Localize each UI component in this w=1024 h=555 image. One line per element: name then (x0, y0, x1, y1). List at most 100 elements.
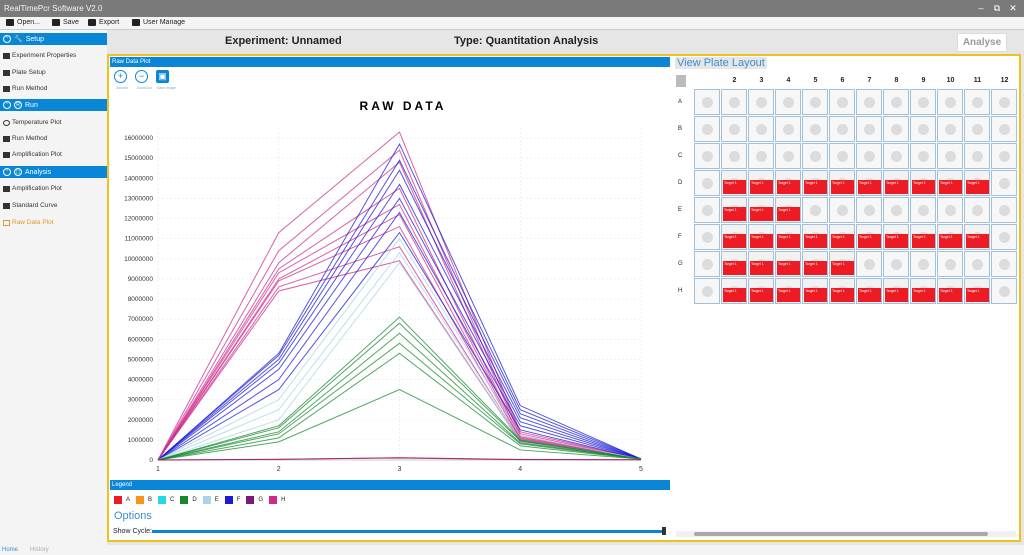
plate-well[interactable] (721, 116, 747, 142)
plate-well[interactable]: Target 1 (775, 170, 801, 196)
plate-well[interactable] (883, 143, 909, 169)
plate-well[interactable]: Target 1 (775, 224, 801, 250)
plate-row-header[interactable]: B (678, 126, 683, 132)
cycle-slider[interactable] (152, 530, 666, 533)
plate-well[interactable] (991, 197, 1017, 223)
plate-well[interactable] (991, 116, 1017, 142)
plate-well[interactable] (721, 143, 747, 169)
plate-well[interactable]: Target 1 (829, 224, 855, 250)
plate-well[interactable] (694, 224, 720, 250)
cycle-slider-thumb[interactable] (662, 527, 666, 535)
plate-well[interactable] (883, 251, 909, 277)
sidebar-item-standard-curve[interactable]: Standard Curve (3, 202, 58, 209)
plate-well[interactable] (991, 278, 1017, 304)
plate-well[interactable]: Target 1 (883, 278, 909, 304)
plate-well[interactable] (991, 224, 1017, 250)
plate-well[interactable] (829, 143, 855, 169)
history-tab[interactable]: History (30, 547, 49, 553)
plate-well[interactable]: Target 1 (802, 224, 828, 250)
plate-well[interactable]: Target 1 (829, 170, 855, 196)
plate-well[interactable]: Target 1 (910, 278, 936, 304)
plate-column-header[interactable]: 8 (894, 77, 899, 84)
sidebar-item-plate-setup[interactable]: Plate Setup (3, 69, 46, 76)
zoom-in-button[interactable]: + (114, 70, 127, 83)
plate-well[interactable] (910, 197, 936, 223)
plate-well[interactable] (856, 116, 882, 142)
plate-well[interactable] (802, 197, 828, 223)
plate-column-header[interactable]: 5 (813, 77, 818, 84)
plate-column-header[interactable]: 6 (840, 77, 845, 84)
plate-well[interactable] (802, 116, 828, 142)
plate-column-header[interactable]: 12 (1000, 77, 1009, 84)
plate-well[interactable]: Target 1 (748, 224, 774, 250)
plate-well[interactable] (883, 197, 909, 223)
plate-well[interactable]: Target 1 (775, 278, 801, 304)
plate-well[interactable] (694, 197, 720, 223)
plate-well[interactable] (991, 89, 1017, 115)
plate-well[interactable]: Target 1 (775, 197, 801, 223)
plate-well[interactable]: Target 1 (856, 278, 882, 304)
plate-well[interactable]: Target 1 (856, 170, 882, 196)
plate-well[interactable] (964, 116, 990, 142)
home-tab[interactable]: Home (2, 547, 19, 553)
plate-well[interactable]: Target 1 (721, 251, 747, 277)
plate-row-header[interactable]: G (678, 261, 683, 267)
plate-well[interactable] (829, 89, 855, 115)
plate-well[interactable]: Target 1 (829, 251, 855, 277)
plate-row-header[interactable]: A (678, 99, 683, 105)
sidebar-section-analysis[interactable]: ⌃ ▢ Analysis (0, 166, 107, 178)
plate-well[interactable] (991, 170, 1017, 196)
plate-well[interactable] (802, 89, 828, 115)
plate-well[interactable] (937, 116, 963, 142)
plate-well[interactable] (694, 251, 720, 277)
plate-well[interactable]: Target 1 (910, 224, 936, 250)
plate-well[interactable] (964, 143, 990, 169)
plate-well[interactable] (829, 197, 855, 223)
plate-column-header[interactable]: 3 (759, 77, 764, 84)
plate-well[interactable] (937, 143, 963, 169)
plate-column-header[interactable]: 10 (946, 77, 955, 84)
legend-item[interactable]: H (269, 495, 285, 504)
analyse-button[interactable]: Analyse (957, 33, 1007, 52)
plate-well[interactable]: Target 1 (883, 170, 909, 196)
save-image-button[interactable]: ▣ (156, 70, 169, 83)
plate-well[interactable]: Target 1 (964, 170, 990, 196)
legend-item[interactable]: B (136, 495, 152, 504)
plate-well[interactable] (721, 89, 747, 115)
legend-item[interactable]: F (224, 495, 240, 504)
plate-well[interactable] (829, 116, 855, 142)
legend-item[interactable]: E (202, 495, 219, 504)
zoom-out-button[interactable]: − (135, 70, 148, 83)
plate-well[interactable] (775, 89, 801, 115)
plate-well[interactable]: Target 1 (721, 278, 747, 304)
plate-well[interactable]: Target 1 (748, 251, 774, 277)
plate-well[interactable]: Target 1 (721, 197, 747, 223)
plate-well[interactable]: Target 1 (775, 251, 801, 277)
plate-row-header[interactable]: E (678, 207, 683, 213)
plate-well[interactable]: Target 1 (802, 251, 828, 277)
save-button[interactable]: Save (52, 19, 79, 26)
plate-well[interactable] (775, 116, 801, 142)
close-button[interactable]: ✕ (1009, 3, 1017, 13)
plate-well[interactable]: Target 1 (721, 224, 747, 250)
plate-well[interactable] (937, 197, 963, 223)
sidebar-item-amplification-plot-run[interactable]: Amplification Plot (3, 151, 62, 158)
plate-well[interactable]: Target 1 (937, 170, 963, 196)
plate-well[interactable] (694, 116, 720, 142)
plate-well[interactable] (991, 251, 1017, 277)
plate-column-header[interactable]: 11 (973, 77, 982, 84)
plate-well[interactable]: Target 1 (802, 278, 828, 304)
plate-row-header[interactable]: F (678, 234, 682, 240)
plate-well[interactable]: Target 1 (910, 170, 936, 196)
plate-well[interactable] (856, 251, 882, 277)
plate-well[interactable] (964, 89, 990, 115)
plate-well[interactable] (910, 116, 936, 142)
plate-well[interactable] (694, 170, 720, 196)
plate-row-header[interactable]: D (678, 180, 683, 186)
plate-column-header[interactable]: 4 (786, 77, 791, 84)
plate-well[interactable] (964, 251, 990, 277)
plate-well[interactable] (937, 89, 963, 115)
plate-well[interactable] (964, 197, 990, 223)
plate-row-header[interactable]: H (678, 288, 683, 294)
minimize-button[interactable]: – (978, 3, 984, 13)
